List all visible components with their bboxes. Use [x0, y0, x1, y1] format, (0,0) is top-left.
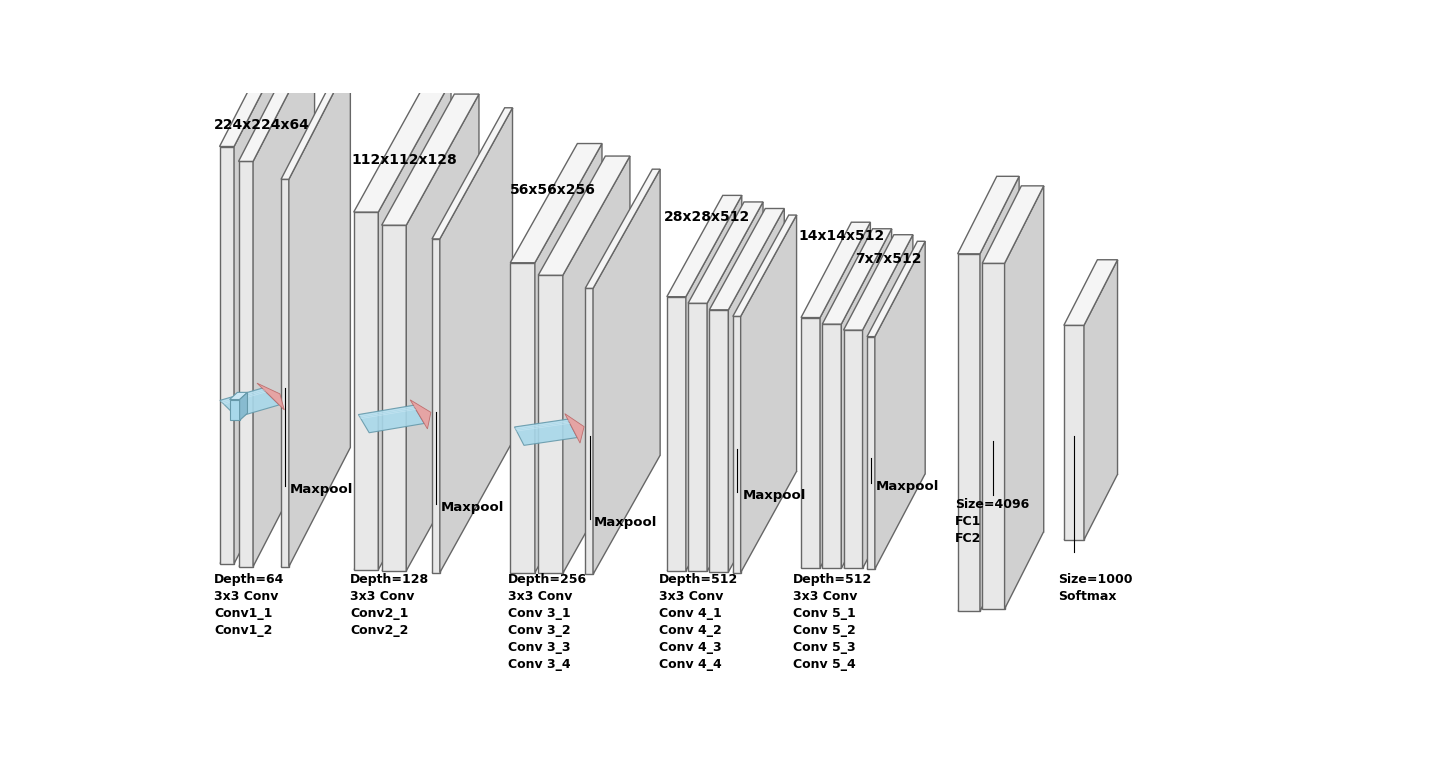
Text: 28x28x512: 28x28x512 [664, 210, 750, 224]
Text: Maxpool: Maxpool [290, 483, 354, 496]
Polygon shape [229, 399, 240, 420]
Text: 112x112x128: 112x112x128 [352, 153, 457, 167]
Polygon shape [511, 143, 602, 262]
Polygon shape [707, 202, 763, 571]
Polygon shape [511, 262, 535, 573]
Text: 224x224x64: 224x224x64 [214, 118, 310, 132]
Text: 56x56x256: 56x56x256 [511, 183, 596, 197]
Polygon shape [381, 94, 479, 225]
Polygon shape [820, 222, 870, 568]
Polygon shape [358, 406, 424, 433]
Polygon shape [281, 180, 289, 567]
Polygon shape [733, 215, 797, 317]
Polygon shape [823, 229, 892, 324]
Polygon shape [538, 276, 563, 574]
Text: Maxpool: Maxpool [442, 501, 504, 514]
Text: Maxpool: Maxpool [743, 489, 807, 502]
Text: Size=1000
Softmax: Size=1000 Softmax [1058, 573, 1133, 603]
Polygon shape [844, 330, 863, 568]
Polygon shape [407, 94, 479, 571]
Text: 14x14x512: 14x14x512 [799, 229, 885, 243]
Polygon shape [729, 208, 785, 572]
Polygon shape [253, 43, 315, 567]
Polygon shape [354, 81, 452, 212]
Text: Depth=256
3x3 Conv
Conv 3_1
Conv 3_2
Conv 3_3
Conv 3_4: Depth=256 3x3 Conv Conv 3_1 Conv 3_2 Con… [508, 573, 587, 670]
Polygon shape [563, 156, 631, 574]
Polygon shape [538, 156, 631, 276]
Polygon shape [238, 162, 253, 567]
Polygon shape [740, 215, 797, 573]
Polygon shape [1063, 325, 1084, 540]
Polygon shape [515, 420, 577, 445]
Polygon shape [564, 413, 584, 443]
Polygon shape [281, 60, 351, 180]
Polygon shape [667, 195, 742, 296]
Polygon shape [1084, 260, 1117, 540]
Polygon shape [980, 176, 1019, 611]
Polygon shape [958, 254, 980, 611]
Polygon shape [440, 108, 512, 573]
Polygon shape [535, 143, 602, 573]
Polygon shape [586, 170, 659, 289]
Polygon shape [710, 310, 729, 572]
Polygon shape [234, 27, 296, 563]
Polygon shape [688, 303, 707, 571]
Polygon shape [1004, 186, 1043, 609]
Polygon shape [354, 212, 378, 570]
Polygon shape [685, 195, 742, 571]
Text: Depth=512
3x3 Conv
Conv 4_1
Conv 4_2
Conv 4_3
Conv 4_4: Depth=512 3x3 Conv Conv 4_1 Conv 4_2 Con… [659, 573, 739, 670]
Polygon shape [867, 241, 925, 337]
Polygon shape [219, 388, 278, 417]
Polygon shape [844, 235, 913, 330]
Polygon shape [667, 296, 685, 571]
Polygon shape [867, 337, 874, 569]
Text: Maxpool: Maxpool [595, 516, 658, 529]
Text: Maxpool: Maxpool [876, 480, 939, 493]
Polygon shape [289, 60, 351, 567]
Polygon shape [733, 317, 740, 573]
Text: Depth=128
3x3 Conv
Conv2_1
Conv2_2: Depth=128 3x3 Conv Conv2_1 Conv2_2 [351, 573, 430, 637]
Polygon shape [983, 186, 1043, 263]
Polygon shape [229, 392, 248, 399]
Polygon shape [801, 317, 820, 568]
Polygon shape [431, 108, 512, 239]
Polygon shape [983, 263, 1004, 609]
Polygon shape [431, 239, 440, 573]
Polygon shape [958, 176, 1019, 254]
Text: 7x7x512: 7x7x512 [854, 252, 921, 265]
Polygon shape [381, 225, 407, 571]
Polygon shape [823, 324, 841, 568]
Text: Size=4096
FC1
FC2: Size=4096 FC1 FC2 [955, 498, 1030, 545]
Polygon shape [841, 229, 892, 568]
Polygon shape [874, 241, 925, 569]
Polygon shape [219, 146, 234, 563]
Polygon shape [238, 43, 315, 162]
Polygon shape [1063, 260, 1117, 325]
Text: Depth=512
3x3 Conv
Conv 5_1
Conv 5_2
Conv 5_3
Conv 5_4: Depth=512 3x3 Conv Conv 5_1 Conv 5_2 Con… [794, 573, 873, 670]
Polygon shape [410, 400, 431, 429]
Polygon shape [586, 289, 593, 574]
Polygon shape [257, 383, 284, 410]
Polygon shape [801, 222, 870, 317]
Polygon shape [378, 81, 452, 570]
Polygon shape [219, 27, 296, 146]
Text: Depth=64
3x3 Conv
Conv1_1
Conv1_2: Depth=64 3x3 Conv Conv1_1 Conv1_2 [214, 573, 284, 637]
Polygon shape [593, 170, 659, 574]
Polygon shape [710, 208, 785, 310]
Polygon shape [863, 235, 913, 568]
Polygon shape [240, 392, 248, 420]
Polygon shape [688, 202, 763, 303]
